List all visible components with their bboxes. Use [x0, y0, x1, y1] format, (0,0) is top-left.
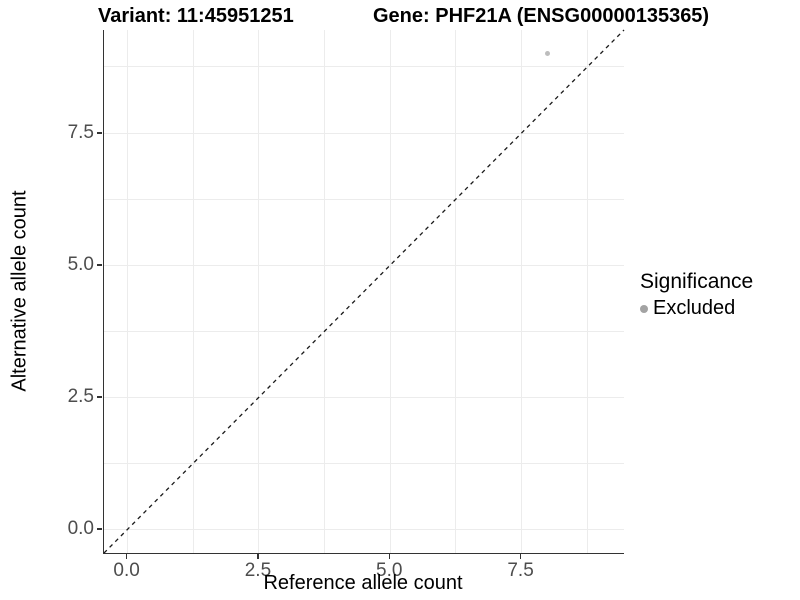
x-tick-mark — [519, 554, 522, 559]
horizontal-gridline — [104, 66, 624, 68]
vertical-gridline — [258, 30, 260, 553]
horizontal-gridline — [104, 330, 624, 332]
x-tick-label: 7.5 — [507, 560, 534, 581]
data-point-excluded — [545, 51, 551, 57]
horizontal-gridline — [104, 132, 624, 134]
horizontal-gridline — [104, 198, 624, 200]
legend-key-dot — [640, 304, 648, 313]
horizontal-gridline — [104, 462, 624, 464]
x-tick-label: 2.5 — [244, 560, 272, 581]
x-tick-label: 5.0 — [376, 560, 403, 581]
horizontal-gridline — [104, 264, 624, 266]
variant-title: Variant: 11:45951251 — [98, 5, 294, 27]
y-tick-mark — [97, 528, 102, 530]
x-tick-mark — [388, 554, 390, 559]
vertical-gridline — [127, 30, 129, 553]
vertical-gridline — [192, 30, 194, 553]
gene-title: Gene: PHF21A (ENSG00000135365) — [373, 5, 710, 27]
vertical-gridline — [521, 30, 523, 553]
x-tick-label: 0.0 — [113, 560, 140, 581]
y-tick-label: 0.0 — [67, 518, 94, 540]
y-tick-mark — [97, 264, 102, 266]
y-tick-mark — [97, 132, 102, 134]
legend-title: Significance — [640, 270, 754, 293]
y-tick-label: 5.0 — [67, 254, 94, 276]
vertical-gridline — [455, 30, 457, 553]
y-tick-label: 7.5 — [67, 122, 94, 143]
x-tick-mark — [125, 554, 128, 559]
x-axis-title: Reference allele count — [263, 572, 463, 594]
vertical-gridline — [324, 30, 326, 553]
legend-item: Excluded — [640, 297, 753, 320]
vertical-gridline — [586, 30, 588, 553]
identity-line-layer — [103, 29, 625, 554]
y-tick-label: 2.5 — [67, 386, 94, 408]
horizontal-gridline — [104, 528, 624, 530]
horizontal-gridline — [104, 396, 624, 398]
identity-dashed-line — [103, 29, 625, 554]
y-axis-title: Alternative allele count — [8, 190, 31, 392]
vertical-gridline — [389, 30, 391, 553]
plot-panel — [103, 29, 625, 554]
legend-items: Excluded — [640, 297, 753, 320]
x-tick-mark — [257, 554, 259, 559]
legend: Significance Excluded — [640, 270, 753, 320]
legend-item-label: Excluded — [653, 297, 736, 319]
y-tick-mark — [97, 396, 102, 398]
